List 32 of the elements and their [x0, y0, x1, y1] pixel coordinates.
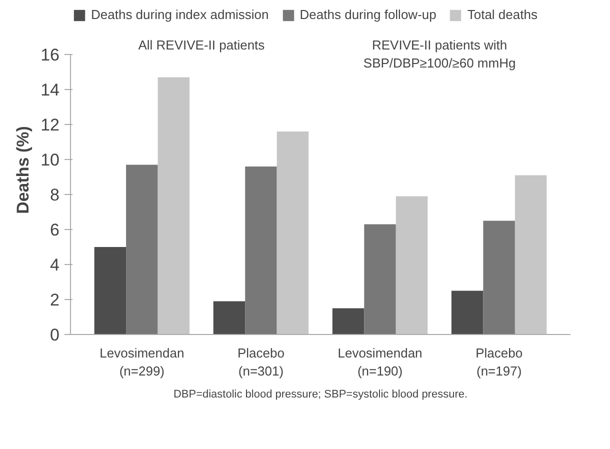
x-tick-label: Placebo (n=197) [476, 346, 523, 378]
y-tick-label: 10 [40, 150, 60, 170]
bar [94, 247, 126, 334]
y-tick-label: 2 [50, 290, 60, 310]
text: All REVIVE-II patients [138, 38, 266, 52]
bar [364, 224, 396, 334]
x-tick-label: Levosimendan (n=190) [338, 346, 422, 378]
bar [451, 290, 484, 334]
bar [396, 196, 428, 334]
bar [483, 220, 515, 334]
bar [245, 166, 277, 334]
bar [276, 132, 309, 334]
y-tick-label: 0 [50, 326, 60, 344]
x-tick-label: Levosimendan (n=299) [100, 346, 184, 378]
y-tick-label: 8 [50, 186, 60, 204]
annotation: REVIVE-II patients with SBP/DBP≥100/≥60 mmHg [363, 38, 516, 70]
legend-label: Deaths during follow-up [300, 7, 436, 22]
bar [213, 301, 246, 334]
bar [514, 175, 547, 334]
y-tick-label: 16 [40, 46, 60, 64]
text: DBP=diastolic blood pressure; SBP=systolic blood pressure. [173, 388, 468, 400]
x-tick-label: Placebo (n=301) [237, 346, 284, 378]
legend-label: Total deaths [467, 7, 538, 22]
y-tick-label: 14 [40, 80, 60, 100]
y-tick-label: 6 [50, 220, 60, 240]
bar [332, 308, 364, 334]
bar [126, 164, 158, 334]
legend-label: Deaths during index admission [91, 7, 269, 22]
y-tick-label: 12 [40, 116, 60, 134]
bar [158, 77, 190, 334]
y-tick-label: 4 [50, 256, 60, 274]
y-axis-title: Deaths (%) [14, 126, 33, 214]
